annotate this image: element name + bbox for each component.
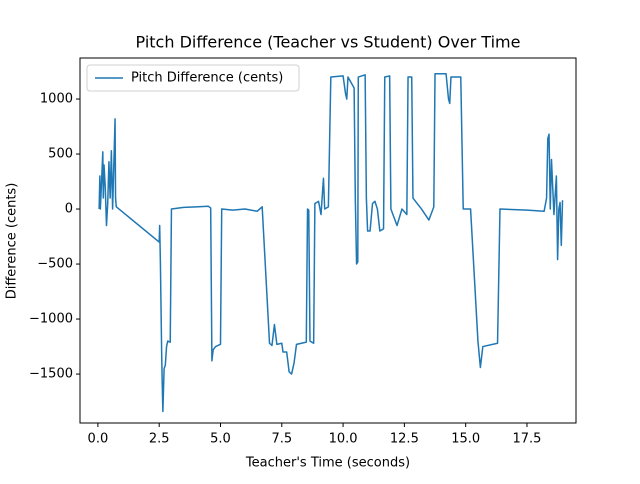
y-tick-label: 0 <box>65 202 73 217</box>
x-tick-label: 17.5 <box>512 432 541 447</box>
x-tick-label: 15.0 <box>451 432 480 447</box>
x-tick-label: 7.5 <box>271 432 292 447</box>
y-tick-label: 500 <box>48 147 73 162</box>
legend-box <box>86 64 300 92</box>
x-tick-label: 12.5 <box>390 432 419 447</box>
x-tick-label: 2.5 <box>149 432 170 447</box>
x-tick-label: 0.0 <box>88 432 109 447</box>
x-axis-label: Teacher's Time (seconds) <box>245 456 410 471</box>
line-series <box>98 72 564 413</box>
x-tick-label: 5.0 <box>210 432 231 447</box>
plot-frame <box>79 57 577 424</box>
y-tick-label: 1000 <box>40 92 73 107</box>
y-tick-label: −500 <box>37 257 73 272</box>
y-tick-label: −1500 <box>29 367 73 382</box>
chart-title: Pitch Difference (Teacher vs Student) Ov… <box>136 33 521 52</box>
y-tick-label: −1000 <box>29 312 73 327</box>
x-tick-label: 10.0 <box>329 432 358 447</box>
y-axis-label: Difference (cents) <box>5 183 20 300</box>
legend-label: Pitch Difference (cents) <box>131 71 283 86</box>
